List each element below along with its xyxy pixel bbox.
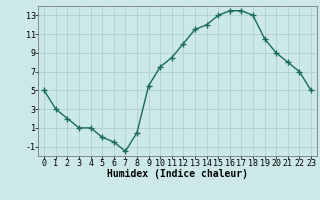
X-axis label: Humidex (Indice chaleur): Humidex (Indice chaleur) (107, 169, 248, 179)
